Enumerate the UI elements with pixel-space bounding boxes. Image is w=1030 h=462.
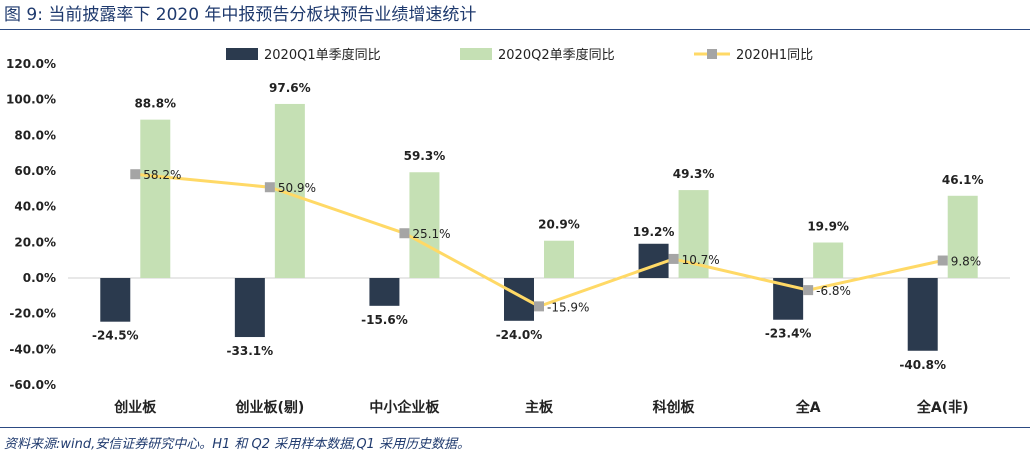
- data-label-q1: -24.0%: [496, 328, 543, 342]
- data-label-q2: 19.9%: [807, 220, 849, 234]
- y-tick-label: 60.0%: [14, 164, 56, 178]
- data-label-h1: 25.1%: [412, 227, 450, 241]
- data-label-h1: 50.9%: [278, 181, 316, 195]
- marker-h1: [399, 228, 410, 239]
- y-tick-label: 40.0%: [14, 200, 56, 214]
- category-label: 全A(非): [916, 399, 969, 416]
- category-label: 全A: [795, 399, 821, 416]
- chart: -60.0% -40.0% -20.0% 0.0% 20.0% 40.0% 60.0% 80.…: [6, 47, 1010, 416]
- legend-swatch-q1: [226, 48, 258, 60]
- legend-marker-h1: [707, 49, 717, 59]
- bar-q2: [140, 119, 171, 278]
- bar-q1: [369, 278, 400, 306]
- bar-q2: [813, 242, 844, 278]
- title-divider: [0, 29, 1030, 30]
- category-label: 主板: [525, 399, 554, 416]
- data-label-h1: -15.9%: [547, 300, 589, 314]
- y-tick-label: 120.0%: [6, 57, 56, 71]
- bar-q1: [100, 278, 131, 322]
- data-label-q1: -33.1%: [227, 344, 274, 358]
- data-label-q1: -15.6%: [361, 313, 408, 327]
- legend-swatch-q2: [460, 48, 492, 60]
- y-tick-label: 100.0%: [6, 93, 56, 107]
- data-label-h1: 9.8%: [951, 255, 982, 269]
- bar-q1: [907, 278, 938, 351]
- data-label-q2: 20.9%: [538, 218, 580, 232]
- marker-h1: [803, 285, 814, 296]
- data-label-q2: 59.3%: [404, 149, 446, 163]
- data-label-q2: 97.6%: [269, 81, 311, 95]
- data-label-h1: -6.8%: [816, 284, 851, 298]
- y-tick-label: 80.0%: [14, 128, 56, 142]
- legend-label-q1: 2020Q1单季度同比: [264, 47, 381, 63]
- y-tick-label: -60.0%: [9, 378, 56, 392]
- bar-q2: [947, 195, 978, 278]
- category-label: 中小企业板: [369, 399, 440, 416]
- y-tick-label: -20.0%: [9, 307, 56, 321]
- source-divider: [0, 427, 1030, 428]
- data-label-q2: 49.3%: [673, 167, 715, 181]
- data-label-q2: 88.8%: [134, 97, 176, 111]
- category-label: 创业板: [113, 399, 157, 416]
- data-label-q1: -23.4%: [765, 327, 812, 341]
- data-label-h1: 10.7%: [682, 253, 720, 267]
- legend-label-h1: 2020H1同比: [736, 48, 813, 63]
- y-tick-label: -40.0%: [9, 342, 56, 356]
- bar-q2: [409, 172, 440, 278]
- bar-q2: [544, 240, 574, 278]
- data-label-q2: 46.1%: [942, 173, 984, 187]
- marker-h1: [130, 169, 141, 180]
- data-label-q1: 19.2%: [633, 225, 675, 239]
- category-label: 创业板(剔): [234, 399, 304, 416]
- y-tick-label: 20.0%: [14, 235, 56, 249]
- source-note: 资料来源:wind,安信证券研究中心。H1 和 Q2 采用样本数据,Q1 采用历…: [4, 437, 470, 452]
- marker-h1: [534, 301, 544, 312]
- bar-q1: [234, 278, 265, 338]
- marker-h1: [937, 255, 948, 266]
- bar-q1: [504, 278, 534, 321]
- marker-h1: [668, 253, 679, 264]
- marker-h1: [264, 182, 275, 193]
- category-label: 科创板: [653, 399, 696, 416]
- y-tick-label: 0.0%: [23, 271, 56, 285]
- data-label-h1: 58.2%: [143, 168, 181, 182]
- legend-label-q2: 2020Q2单季度同比: [498, 47, 615, 63]
- data-label-q1: -24.5%: [92, 329, 139, 343]
- data-label-q1: -40.8%: [899, 358, 946, 372]
- figure-title: 图 9: 当前披露率下 2020 年中报预告分板块预告业绩增速统计: [4, 5, 477, 25]
